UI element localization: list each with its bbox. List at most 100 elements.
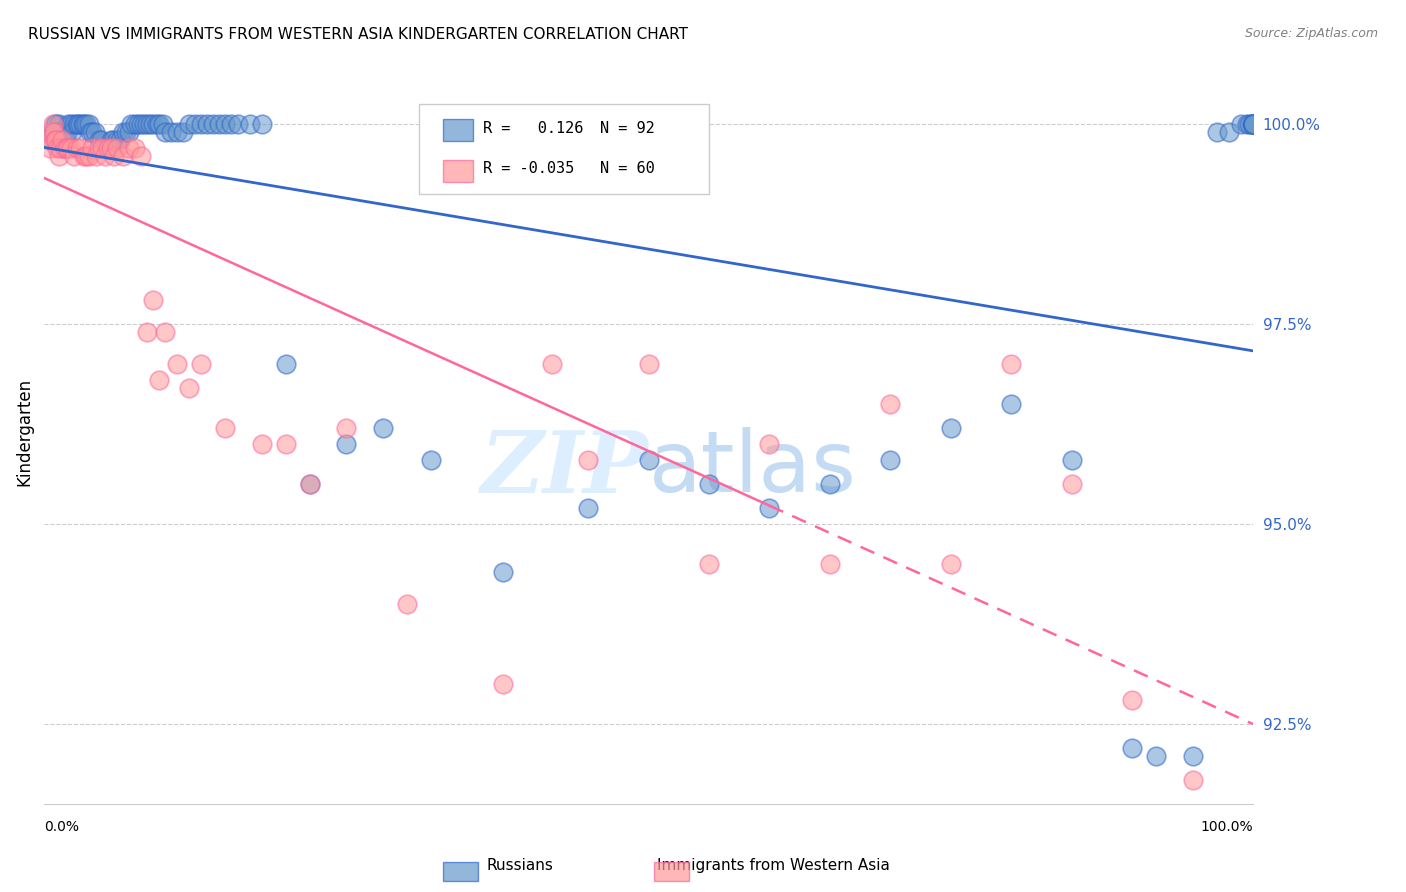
Point	[153, 125, 176, 139]
Point	[190, 117, 212, 131]
Point	[75, 117, 97, 131]
Point	[124, 140, 146, 154]
Point	[1060, 476, 1083, 491]
Text: RUSSIAN VS IMMIGRANTS FROM WESTERN ASIA KINDERGARTEN CORRELATION CHART: RUSSIAN VS IMMIGRANTS FROM WESTERN ASIA …	[28, 27, 688, 42]
Point	[1241, 117, 1264, 131]
Point	[51, 133, 73, 147]
Point	[1181, 748, 1204, 763]
Point	[63, 117, 86, 131]
Point	[82, 125, 104, 139]
Point	[1218, 125, 1240, 139]
Point	[576, 452, 599, 467]
Point	[100, 133, 122, 147]
Point	[1230, 117, 1253, 131]
Point	[1241, 117, 1264, 131]
Point	[101, 133, 124, 147]
Point	[60, 125, 83, 139]
Point	[226, 117, 249, 131]
FancyBboxPatch shape	[419, 104, 709, 194]
Point	[41, 117, 63, 131]
Point	[44, 133, 66, 147]
Point	[818, 557, 841, 571]
Point	[879, 452, 901, 467]
Point	[39, 140, 62, 154]
Point	[79, 125, 101, 139]
Text: Immigrants from Western Asia: Immigrants from Western Asia	[657, 858, 890, 872]
Point	[190, 357, 212, 371]
Point	[1236, 117, 1258, 131]
Point	[87, 140, 110, 154]
Point	[77, 117, 100, 131]
Point	[818, 476, 841, 491]
Point	[1144, 748, 1167, 763]
Point	[1205, 125, 1227, 139]
Point	[299, 476, 322, 491]
Point	[69, 140, 91, 154]
Point	[697, 557, 720, 571]
Point	[335, 436, 357, 450]
Point	[41, 125, 63, 139]
Point	[42, 125, 65, 139]
Point	[45, 133, 67, 147]
Point	[49, 125, 72, 139]
Point	[38, 133, 60, 147]
Text: R =   0.126: R = 0.126	[482, 120, 583, 136]
Point	[42, 125, 65, 139]
Point	[1241, 117, 1264, 131]
Point	[51, 133, 73, 147]
Point	[75, 148, 97, 162]
Point	[103, 148, 125, 162]
Point	[148, 373, 170, 387]
Point	[118, 140, 141, 154]
Point	[39, 133, 62, 147]
Point	[145, 117, 167, 131]
Point	[56, 140, 79, 154]
Point	[1000, 357, 1022, 371]
Point	[1241, 117, 1264, 131]
Point	[87, 133, 110, 147]
Point	[135, 325, 157, 339]
Point	[142, 117, 165, 131]
Text: 0.0%: 0.0%	[44, 820, 79, 834]
Point	[66, 117, 89, 131]
Point	[58, 117, 80, 131]
Point	[129, 117, 152, 131]
Y-axis label: Kindergarten: Kindergarten	[15, 377, 32, 485]
Point	[115, 125, 138, 139]
Point	[214, 420, 236, 434]
Point	[52, 140, 75, 154]
Point	[48, 148, 70, 162]
Point	[63, 148, 86, 162]
Text: 100.0%: 100.0%	[1201, 820, 1253, 834]
Point	[82, 140, 104, 154]
Text: N = 92: N = 92	[600, 120, 655, 136]
Point	[166, 125, 188, 139]
Point	[66, 140, 89, 154]
Point	[1181, 772, 1204, 787]
Point	[48, 117, 70, 131]
Point	[184, 117, 207, 131]
Point	[58, 140, 80, 154]
Point	[41, 125, 63, 139]
Point	[56, 125, 79, 139]
Point	[44, 117, 66, 131]
Point	[111, 125, 134, 139]
Point	[120, 117, 142, 131]
Point	[420, 452, 443, 467]
Point	[1241, 117, 1264, 131]
Point	[69, 117, 91, 131]
Point	[697, 476, 720, 491]
Point	[83, 125, 105, 139]
Point	[1060, 452, 1083, 467]
Point	[53, 140, 76, 154]
Point	[153, 325, 176, 339]
Point	[208, 117, 231, 131]
Point	[214, 117, 236, 131]
Point	[172, 125, 194, 139]
Text: N = 60: N = 60	[600, 161, 655, 177]
Point	[148, 117, 170, 131]
Point	[93, 148, 115, 162]
Point	[97, 140, 120, 154]
Point	[77, 148, 100, 162]
Point	[59, 117, 82, 131]
